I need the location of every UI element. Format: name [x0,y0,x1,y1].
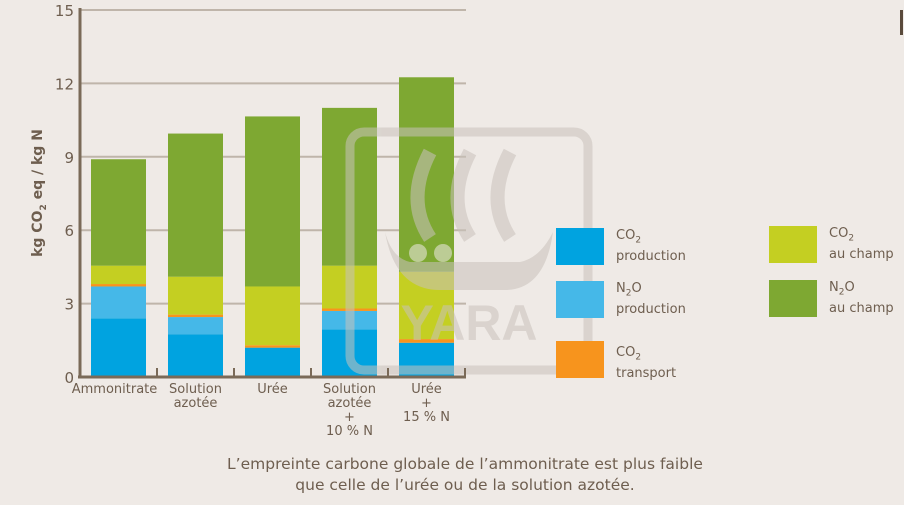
bar-segment [245,116,300,287]
bar-segment [168,133,223,277]
bar-segment [91,159,146,266]
bar-segment [245,286,300,346]
axes [78,8,466,379]
y-tick-label: 0 [64,369,74,387]
legend-item-n2o-au-champ: N2O au champ [769,280,894,317]
x-category-label: Solution azotée [169,382,222,411]
x-category-label: Solution azotée +10 % N [323,382,376,439]
watermark-text: YARA [400,295,537,351]
bar-segment [168,276,223,315]
x-category-labels: Ammonitrate Solution azotée Urée Solution azo… [72,382,450,439]
bar-segment [245,345,300,348]
bar-segment [91,265,146,285]
y-tick-label: 15 [55,2,74,20]
bar-segment [168,317,223,335]
x-category-label: Urée [257,382,288,397]
y-axis-label: kg CO2 eq / kg N [30,129,49,257]
bar-segment [168,314,223,318]
legend-swatch [556,281,604,318]
bar-segment [399,339,454,343]
x-category-label: Ammonitrate [72,382,158,397]
legend-swatch [556,341,604,378]
bar-segment [168,334,223,377]
legend-item-n2o-production: N2O production [556,281,686,318]
y-tick-labels: 0 3 6 9 12 15 [55,2,74,387]
yara-watermark: YARA [345,127,593,375]
chart-caption: L’empreinte carbone globale de l’ammonit… [140,454,790,496]
y-tick-label: 9 [64,149,74,167]
legend-item-co2-au-champ: CO2 au champ [769,226,894,263]
bar-1 [168,133,223,377]
bar-segment [91,284,146,287]
bar-segment [91,286,146,319]
corner-mark [900,10,903,35]
bar-segment [245,347,300,377]
caption-line-2: que celle de l’urée ou de la solution az… [295,476,635,494]
legend-swatch [769,280,817,317]
legend-swatch [556,228,604,265]
x-category-label: Urée +15 % N [403,382,450,425]
bar-2 [245,116,300,377]
legend-item-co2-transport: CO2 transport [556,341,676,382]
caption-line-1: L’empreinte carbone globale de l’ammonit… [227,455,703,473]
y-tick-label: 3 [64,296,74,314]
legend-swatch [769,226,817,263]
bar-0 [91,159,146,377]
legend-item-co2-production: CO2 production [556,228,686,265]
y-tick-label: 6 [64,222,74,240]
y-tick-label: 12 [55,75,74,93]
bar-segment [91,318,146,377]
